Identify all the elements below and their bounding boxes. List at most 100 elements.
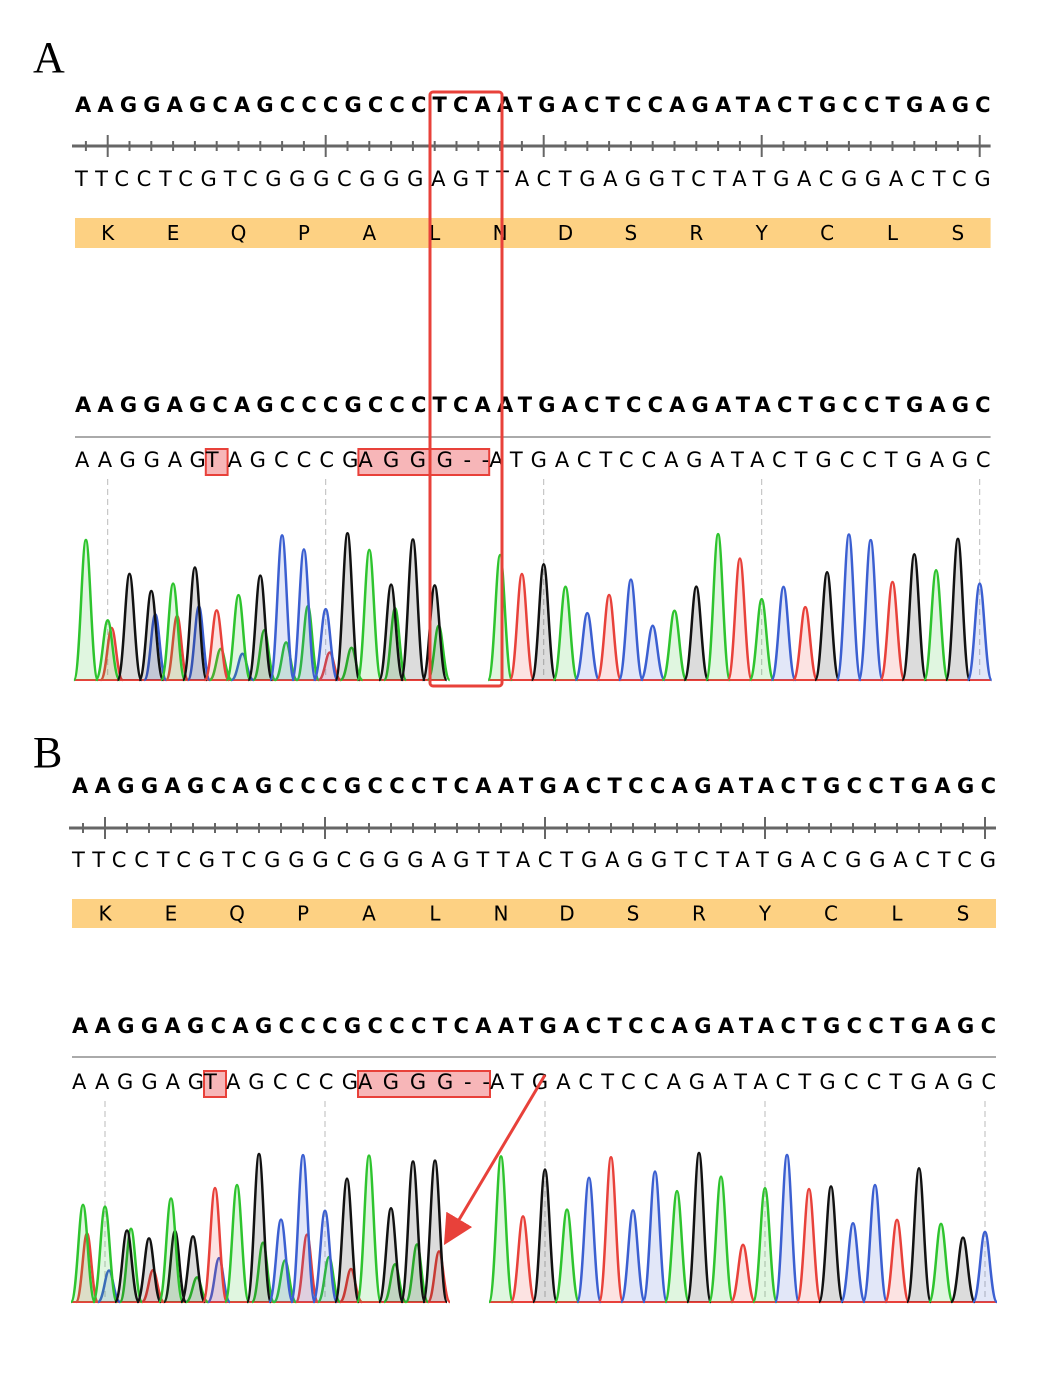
trace-peak <box>663 1189 691 1304</box>
amino-acid: D <box>558 221 573 245</box>
trace-peak <box>949 1236 977 1304</box>
reference-sequence: AAGGAGCAGCCCGCCCTCAATGACTCCAGATACTGCCTGA… <box>72 774 996 798</box>
amino-acid: R <box>689 221 703 245</box>
trace-peak <box>203 609 230 682</box>
trace-peak <box>333 1177 361 1304</box>
trace-peak <box>530 563 557 682</box>
trace-peak <box>813 570 841 682</box>
amino-acid: K <box>98 902 112 926</box>
amino-acid: L <box>429 902 441 926</box>
read-segment: AAGGAG <box>72 1070 204 1094</box>
trace-peak <box>927 1222 955 1304</box>
read-segment: T <box>203 1070 217 1094</box>
mismatch-highlight <box>357 448 491 476</box>
trace-peak <box>905 1167 933 1304</box>
trace-peak <box>944 537 972 682</box>
amino-acid: C <box>824 902 838 926</box>
read-segment: AGCCCG <box>228 448 359 472</box>
trace-peak <box>707 1175 735 1304</box>
trace-peak <box>639 624 666 682</box>
trace-peak <box>683 585 710 682</box>
trace-peak <box>861 1183 889 1304</box>
trace-peak <box>135 1237 163 1304</box>
trace-peak <box>225 593 252 682</box>
trace-peak <box>289 1153 317 1304</box>
amino-acid: D <box>559 902 574 926</box>
trace-peak <box>879 580 906 682</box>
trace-peak <box>619 1209 647 1304</box>
trace-peak <box>267 1218 295 1304</box>
amino-acid: S <box>957 902 970 926</box>
reference-sequence: AAGGAGCAGCCCGCCCTCAATGACTCCAGATACTGCCTGA… <box>75 93 991 117</box>
trace-peak <box>595 593 623 682</box>
amino-acid: Y <box>758 902 772 926</box>
trace-peak <box>641 1170 669 1304</box>
trace-peak <box>179 1235 207 1304</box>
amino-acid: L <box>887 221 899 245</box>
panel-label: A <box>33 33 65 82</box>
read-segment: T <box>205 448 219 472</box>
trace-peak <box>72 538 100 682</box>
trace-peak <box>159 582 187 682</box>
trace-peak <box>839 1222 867 1304</box>
trace-peak <box>795 1187 823 1304</box>
trace-peak <box>223 1183 251 1304</box>
mismatch-highlight <box>357 1070 491 1098</box>
trace-peak <box>835 533 863 682</box>
amino-acid: P <box>297 902 309 926</box>
translation-band <box>72 899 996 928</box>
amino-acid: P <box>298 221 310 245</box>
trace-peak <box>574 611 601 682</box>
trace-peak <box>334 531 361 682</box>
arrow <box>443 1074 547 1246</box>
highlight-box <box>428 90 504 688</box>
read-segment: AAGGAG <box>75 448 206 472</box>
trace-peak <box>792 605 819 682</box>
mismatch-highlight <box>203 1070 227 1098</box>
trace-peak <box>748 597 775 682</box>
trace-peak <box>770 585 797 682</box>
amino-acid: L <box>891 902 903 926</box>
amino-acid: A <box>362 221 376 245</box>
trace-peak <box>113 1229 141 1304</box>
trace-peak <box>726 557 754 682</box>
translation-band <box>75 218 991 248</box>
alignment-reference: AAGGAGCAGCCCGCCCTCAATGACTCCAGATACTGCCTGA… <box>75 393 991 417</box>
trace-peak <box>751 1186 779 1304</box>
complement-sequence: TTCCTCGTCGGGCGGGAGTTACTGAGGTCTATGACGGACT… <box>74 167 991 191</box>
panel-label: B <box>33 728 62 777</box>
trace-peak <box>729 1243 757 1304</box>
amino-acid: Q <box>231 221 247 245</box>
trace-peak <box>201 1186 229 1304</box>
trace-peak <box>69 1203 97 1304</box>
amino-acid: N <box>493 221 508 245</box>
trace-peak <box>661 609 688 682</box>
trace-peak <box>617 578 645 682</box>
complement-sequence: TTCCTCGTCGGGCGGGAGTTACTGAGGTCTATGACGGACT… <box>71 848 996 872</box>
trace-peak <box>94 619 121 682</box>
trace-peak <box>245 1152 273 1304</box>
trace-peak <box>268 534 296 682</box>
alignment-reference: AAGGAGCAGCCCGCCCTCAATGACTCCAGATACTGCCTGA… <box>72 1014 996 1038</box>
amino-acid: Y <box>755 221 769 245</box>
trace-peak <box>531 1168 559 1304</box>
amino-acid: L <box>429 221 441 245</box>
trace-peak <box>116 572 143 682</box>
trace-peak <box>575 1176 603 1304</box>
trace-peak <box>773 1153 801 1304</box>
amino-acid: K <box>101 221 115 245</box>
trace-peak <box>399 1160 427 1304</box>
trace-peak <box>508 572 536 682</box>
trace-peak <box>355 1154 383 1304</box>
trace-peak <box>966 582 993 682</box>
trace-peak <box>377 1206 405 1304</box>
trace-peak <box>552 585 579 682</box>
amino-acid: S <box>625 221 638 245</box>
trace-peak <box>247 574 274 682</box>
trace-peak <box>509 1215 537 1304</box>
trace-peak <box>311 1209 339 1304</box>
amino-acid: E <box>167 221 180 245</box>
amino-acid: R <box>692 902 706 926</box>
